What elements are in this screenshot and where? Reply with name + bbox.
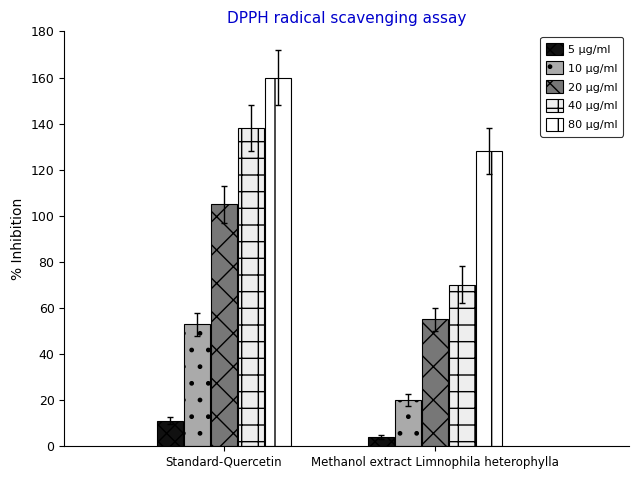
- Bar: [184, 324, 210, 446]
- Bar: [211, 204, 237, 446]
- Legend: 5 μg/ml, 10 μg/ml, 20 μg/ml, 40 μg/ml, 80 μg/ml: 5 μg/ml, 10 μg/ml, 20 μg/ml, 40 μg/ml, 8…: [540, 37, 623, 137]
- Title: DPPH radical scavenging assay: DPPH radical scavenging assay: [227, 11, 467, 26]
- Bar: [395, 400, 420, 446]
- Bar: [265, 78, 291, 446]
- Bar: [422, 320, 448, 446]
- Bar: [157, 421, 182, 446]
- Bar: [368, 437, 394, 446]
- Bar: [238, 128, 264, 446]
- Bar: [449, 285, 475, 446]
- Bar: [476, 151, 502, 446]
- Y-axis label: % Inhibition: % Inhibition: [11, 198, 25, 280]
